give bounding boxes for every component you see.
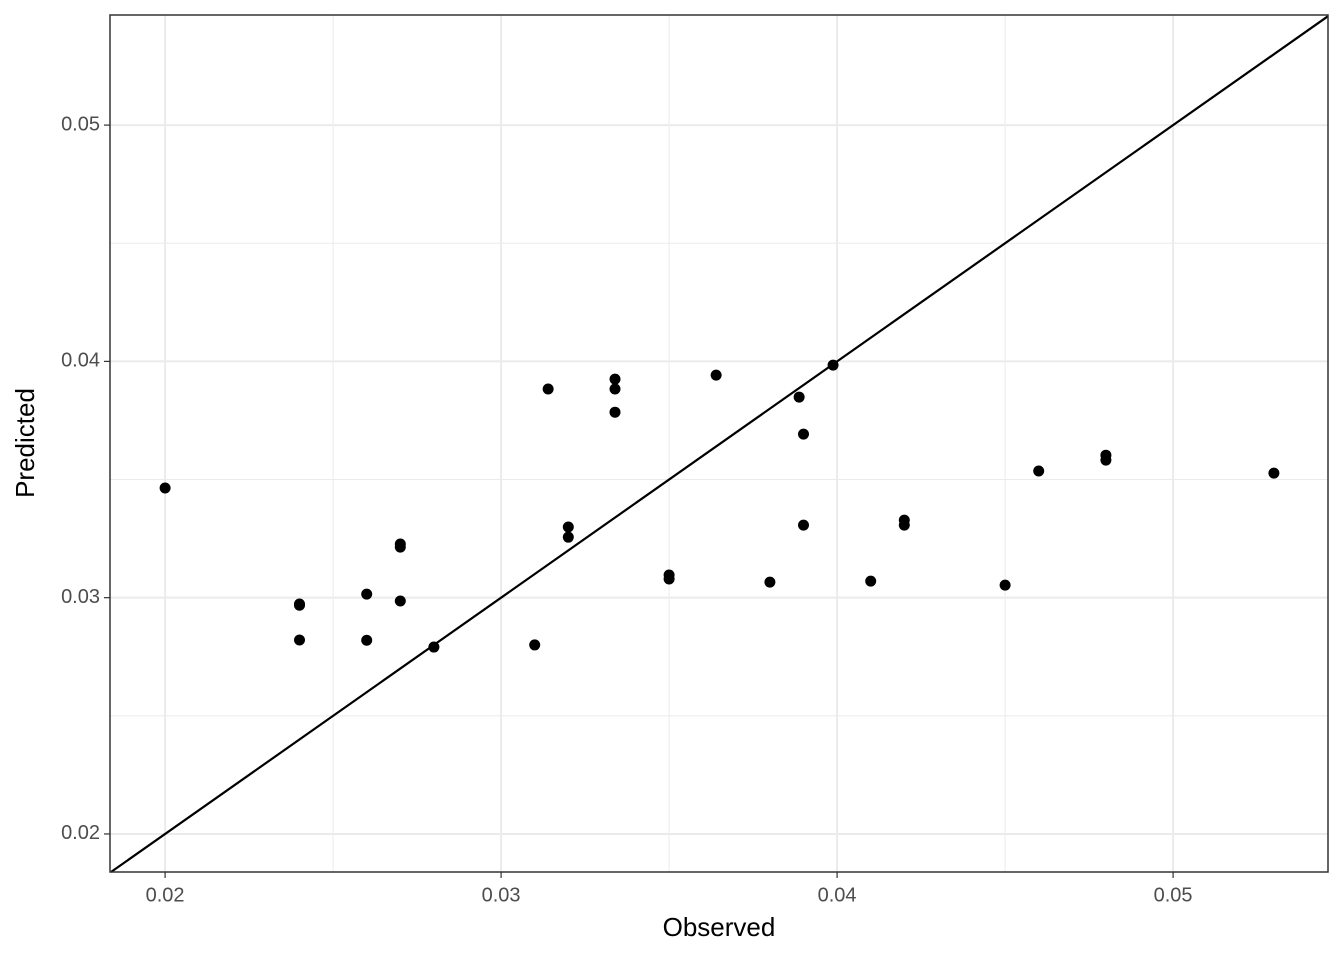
point [562,531,574,543]
point [1268,467,1280,479]
y-tick-label: 0.03 [61,586,100,608]
point [793,391,805,403]
x-tick-label: 0.02 [146,884,185,906]
point [827,359,839,371]
plot-border [109,14,1329,873]
point [529,639,541,651]
point [394,595,406,607]
point [542,383,554,395]
y-axis-title: Predicted [10,388,40,498]
point [710,369,722,381]
point [999,579,1011,591]
x-tick-label: 0.03 [482,884,521,906]
point [609,383,621,395]
point [798,519,810,531]
point [865,575,877,587]
x-tick-label: 0.05 [1154,884,1193,906]
point [764,576,776,588]
point [159,482,171,494]
y-tick-label: 0.05 [61,113,100,135]
point [609,406,621,418]
point [361,634,373,646]
y-tick-label: 0.04 [61,350,100,372]
point [609,373,621,385]
point [294,599,306,611]
point [562,521,574,533]
y-tick-label: 0.02 [61,822,100,844]
point [798,428,810,440]
point [1100,454,1112,466]
x-tick-label: 0.04 [818,884,857,906]
x-axis-title: Observed [663,912,776,942]
point [294,634,306,646]
point [428,641,440,653]
point [394,541,406,553]
point [361,588,373,600]
point [663,573,675,585]
point [1033,465,1045,477]
identity-line [110,15,1329,873]
point [898,519,910,531]
